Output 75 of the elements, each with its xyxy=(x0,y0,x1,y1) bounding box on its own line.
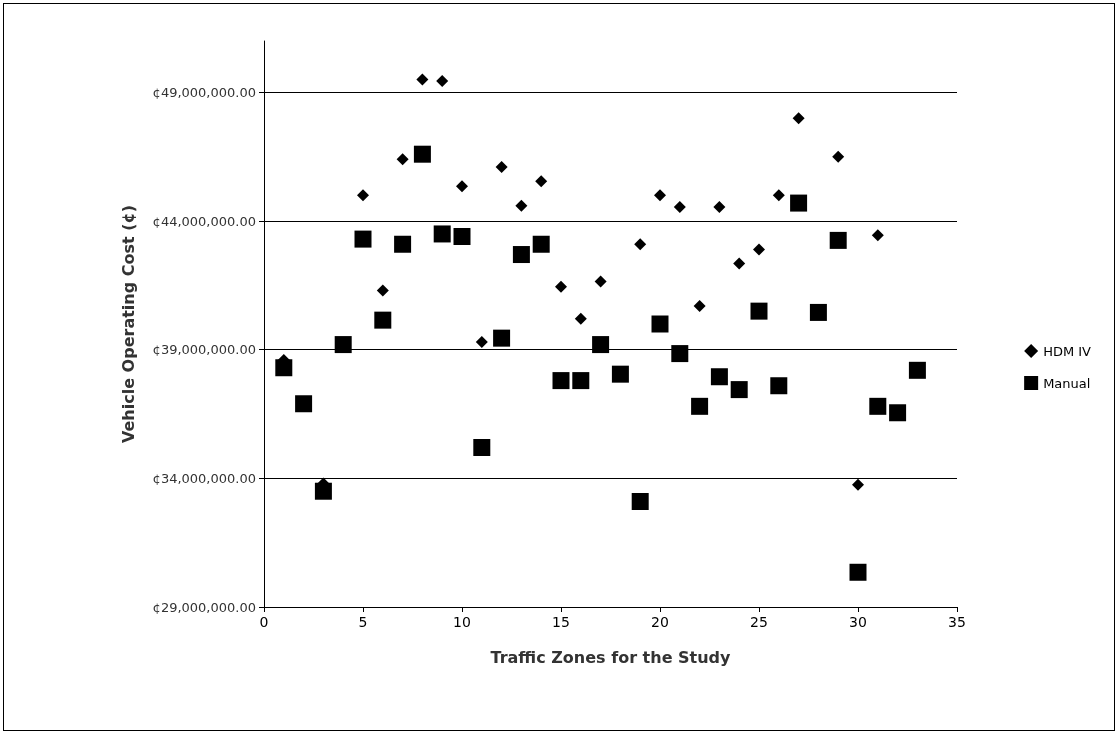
point xyxy=(295,395,313,413)
point xyxy=(889,404,907,422)
point xyxy=(436,74,449,87)
point xyxy=(750,302,768,320)
point xyxy=(555,280,567,293)
point xyxy=(651,315,669,333)
y-tick-label: ¢29,000,000.00 xyxy=(152,599,256,615)
point xyxy=(832,150,845,163)
point xyxy=(634,238,647,251)
point xyxy=(631,493,649,511)
point xyxy=(475,336,488,349)
legend-label: Manual xyxy=(1043,375,1091,391)
point xyxy=(413,145,431,163)
point xyxy=(654,189,666,202)
point xyxy=(357,189,369,202)
x-tick-label: 0 xyxy=(259,614,269,630)
point xyxy=(753,243,765,256)
point xyxy=(334,336,352,354)
point xyxy=(574,312,587,325)
x-tick-label: 10 xyxy=(453,614,471,630)
point xyxy=(394,235,412,253)
point xyxy=(376,284,389,297)
point xyxy=(691,397,709,415)
point xyxy=(512,246,530,264)
x-tick-label: 15 xyxy=(552,614,570,630)
y-axis-title: Vehicle Operating Cost (¢) xyxy=(118,205,138,443)
point xyxy=(493,329,511,347)
x-tick-label: 35 xyxy=(948,614,966,630)
point xyxy=(849,563,867,581)
point xyxy=(611,365,629,383)
point xyxy=(869,397,887,415)
point xyxy=(671,345,689,363)
point xyxy=(770,377,788,395)
point xyxy=(433,225,451,243)
point xyxy=(354,230,372,248)
point xyxy=(809,303,827,321)
point xyxy=(314,482,332,500)
point xyxy=(592,336,610,354)
legend-label: HDM IV xyxy=(1043,343,1092,359)
point xyxy=(456,180,468,193)
point xyxy=(275,359,293,377)
point xyxy=(792,112,805,125)
x-tick-label: 30 xyxy=(849,614,867,630)
point xyxy=(730,381,748,399)
point xyxy=(396,153,409,166)
point xyxy=(572,372,590,390)
point xyxy=(495,161,508,174)
point xyxy=(535,175,548,188)
x-tick-label: 5 xyxy=(358,614,368,630)
y-tick-label: ¢44,000,000.00 xyxy=(152,213,256,229)
point xyxy=(594,275,607,288)
y-tick-label: ¢34,000,000.00 xyxy=(152,470,256,486)
point xyxy=(790,194,808,212)
point xyxy=(772,189,785,202)
point xyxy=(453,228,471,246)
x-axis-title: Traffic Zones for the Study xyxy=(490,647,732,667)
point xyxy=(908,361,926,379)
point xyxy=(552,372,570,390)
y-tick-label: ¢49,000,000.00 xyxy=(152,84,256,100)
point xyxy=(532,235,550,253)
point xyxy=(852,478,864,491)
point xyxy=(871,229,884,242)
point xyxy=(710,368,728,386)
point xyxy=(713,200,726,213)
point xyxy=(473,438,491,456)
x-tick-label: 25 xyxy=(750,614,768,630)
x-tick-label: 20 xyxy=(651,614,669,630)
point xyxy=(673,200,686,213)
point xyxy=(416,73,429,86)
point xyxy=(733,257,746,270)
point xyxy=(693,299,706,312)
y-tick-label: ¢39,000,000.00 xyxy=(152,342,256,358)
point xyxy=(829,231,847,249)
point xyxy=(515,199,528,212)
point xyxy=(374,311,392,329)
